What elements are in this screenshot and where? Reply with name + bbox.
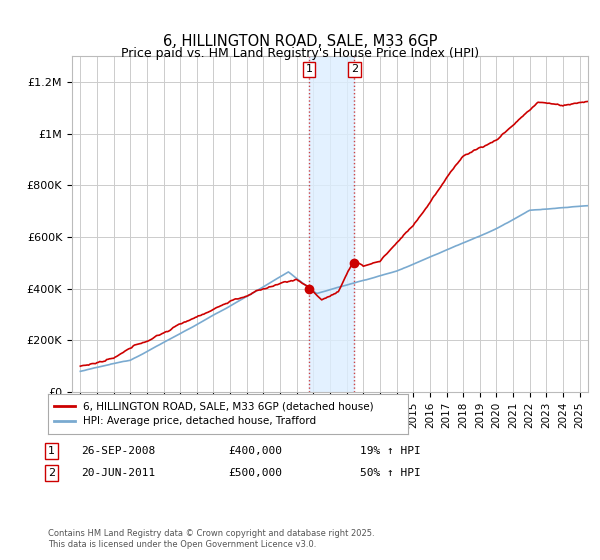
Bar	[309, 56, 355, 392]
Text: Price paid vs. HM Land Registry's House Price Index (HPI): Price paid vs. HM Land Registry's House …	[121, 46, 479, 60]
Text: 2: 2	[48, 468, 55, 478]
Text: £500,000: £500,000	[228, 468, 282, 478]
Text: Contains HM Land Registry data © Crown copyright and database right 2025.
This d: Contains HM Land Registry data © Crown c…	[48, 529, 374, 549]
Text: £400,000: £400,000	[228, 446, 282, 456]
Text: 50% ↑ HPI: 50% ↑ HPI	[360, 468, 421, 478]
Text: 1: 1	[48, 446, 55, 456]
Text: 6, HILLINGTON ROAD, SALE, M33 6GP: 6, HILLINGTON ROAD, SALE, M33 6GP	[163, 35, 437, 49]
Text: 19% ↑ HPI: 19% ↑ HPI	[360, 446, 421, 456]
Text: 20-JUN-2011: 20-JUN-2011	[81, 468, 155, 478]
Text: 26-SEP-2008: 26-SEP-2008	[81, 446, 155, 456]
Text: 1: 1	[305, 64, 313, 74]
Legend: 6, HILLINGTON ROAD, SALE, M33 6GP (detached house), HPI: Average price, detached: 6, HILLINGTON ROAD, SALE, M33 6GP (detac…	[50, 397, 378, 431]
Text: 2: 2	[351, 64, 358, 74]
